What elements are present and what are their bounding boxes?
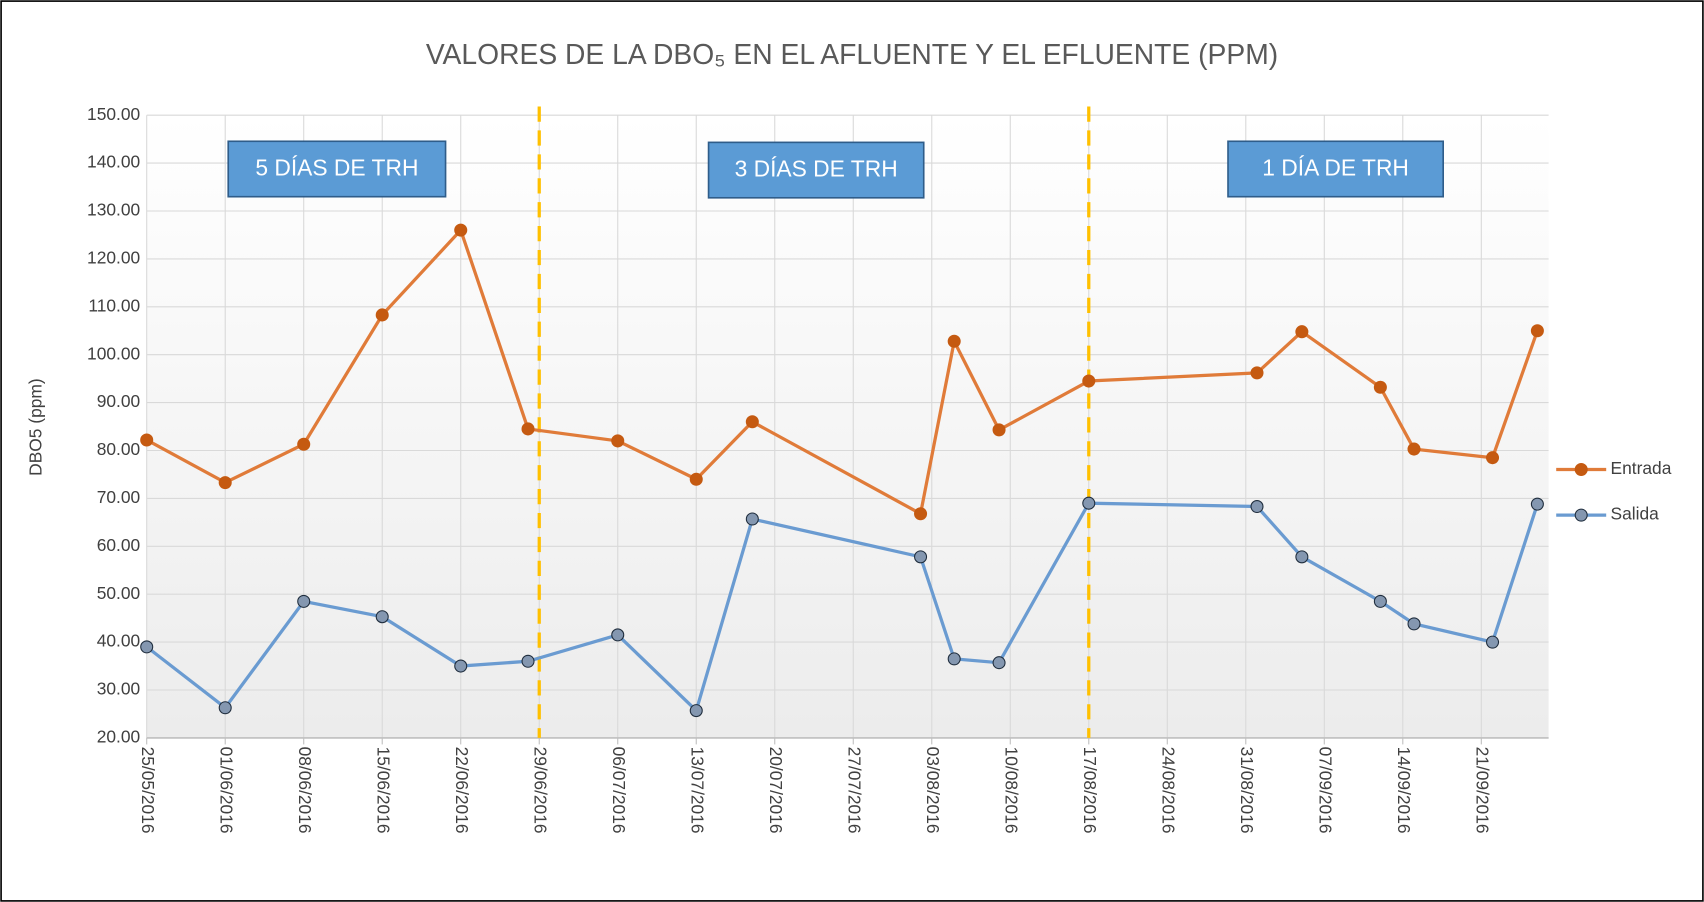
data-point xyxy=(689,472,703,486)
annotation-text: 1 DÍA DE TRH xyxy=(1262,155,1409,181)
data-point xyxy=(521,654,535,668)
data-point xyxy=(1082,374,1096,388)
x-tick-label: 17/08/2016 xyxy=(1080,747,1100,834)
data-point xyxy=(1530,497,1544,511)
data-point xyxy=(1407,442,1421,456)
annotation-text: 5 DÍAS DE TRH xyxy=(255,155,418,181)
data-point xyxy=(1250,366,1264,380)
data-point xyxy=(1486,635,1500,649)
annotation-box xyxy=(707,141,925,199)
x-tick-label: 31/08/2016 xyxy=(1237,747,1257,834)
y-tick-label: 80.00 xyxy=(97,439,140,459)
y-tick-label: 60.00 xyxy=(97,535,140,555)
data-point xyxy=(140,640,154,654)
annotation: 5 DÍAS DE TRH 3 DÍAS DE TRH 1 DÍA DE TRH xyxy=(227,140,1444,199)
data-point xyxy=(1530,324,1544,338)
y-tick-label: 110.00 xyxy=(88,295,140,315)
data-point xyxy=(611,628,625,642)
data-point xyxy=(1486,451,1500,465)
y-tick-label: 90.00 xyxy=(97,391,140,411)
data-point xyxy=(1373,594,1387,608)
x-tick-label: 08/06/2016 xyxy=(295,747,315,834)
x-tick-label: 07/09/2016 xyxy=(1316,747,1336,834)
data-point xyxy=(375,610,389,624)
data-point xyxy=(218,701,232,715)
data-point xyxy=(611,434,625,448)
x-tick-label: 27/07/2016 xyxy=(845,747,865,834)
data-point xyxy=(1407,617,1421,631)
x-tick-label: 24/08/2016 xyxy=(1159,747,1179,834)
x-tick-label: 13/07/2016 xyxy=(688,747,708,834)
data-point xyxy=(1295,550,1309,564)
data-point xyxy=(1295,325,1309,339)
annotation-box xyxy=(1227,140,1444,198)
data-point xyxy=(992,656,1006,670)
x-tick-label: 01/06/2016 xyxy=(217,747,237,834)
data-point xyxy=(689,704,703,718)
y-axis-label: DBO5 (ppm) xyxy=(26,378,46,476)
data-point xyxy=(992,423,1006,437)
x-tick-label: 06/07/2016 xyxy=(609,747,629,834)
y-tick-label: 30.00 xyxy=(97,679,140,699)
legend-marker xyxy=(1574,462,1588,476)
x-tick-label: 25/05/2016 xyxy=(138,747,158,834)
chart-title: VALORES DE LA DBO₅ EN EL AFLUENTE Y EL E… xyxy=(426,38,1278,70)
data-point xyxy=(745,512,759,526)
data-point xyxy=(914,507,928,521)
x-tick-label: 14/09/2016 xyxy=(1394,747,1414,834)
data-point xyxy=(914,550,928,564)
marks xyxy=(140,106,1544,738)
y-tick-label: 130.00 xyxy=(87,200,140,220)
data-point xyxy=(1250,500,1264,514)
data-point xyxy=(218,476,232,490)
legend-marker xyxy=(1574,508,1588,522)
annotation-box xyxy=(227,140,447,198)
y-tick-label: 20.00 xyxy=(97,726,140,746)
data-point xyxy=(947,334,961,348)
y-tick-label: 120.00 xyxy=(87,247,140,267)
data-point xyxy=(1082,496,1096,510)
data-point xyxy=(140,433,154,447)
x-tick-label: 15/06/2016 xyxy=(374,747,394,834)
y-tick-label: 50.00 xyxy=(97,583,140,603)
x-tick-label: 20/07/2016 xyxy=(766,747,786,834)
data-point xyxy=(1373,380,1387,394)
plot-area xyxy=(146,115,1549,738)
grid xyxy=(146,114,1549,745)
x-tick-label: 03/08/2016 xyxy=(923,747,943,834)
legend-label: Salida xyxy=(1611,504,1660,524)
annotation-text: 3 DÍAS DE TRH xyxy=(735,156,898,182)
legend-label: Entrada xyxy=(1611,458,1672,478)
x-tick-label: 10/08/2016 xyxy=(1002,747,1022,834)
data-point xyxy=(297,437,311,451)
x-tick-label: 29/06/2016 xyxy=(531,747,551,834)
data-point xyxy=(521,422,535,436)
data-point xyxy=(375,308,389,322)
data-point xyxy=(454,223,468,237)
y-tick-label: 140.00 xyxy=(87,152,140,172)
data-point xyxy=(297,594,311,608)
data-point xyxy=(454,659,468,673)
x-tick-label: 22/06/2016 xyxy=(452,747,472,834)
y-tick-label: 70.00 xyxy=(97,487,140,507)
y-tick-label: 150.00 xyxy=(87,104,140,124)
x-tick-label: 21/09/2016 xyxy=(1473,747,1493,834)
y-tick-label: 100.00 xyxy=(87,343,140,363)
data-point xyxy=(745,415,759,429)
y-tick-label: 40.00 xyxy=(97,631,140,651)
data-point xyxy=(947,652,961,666)
